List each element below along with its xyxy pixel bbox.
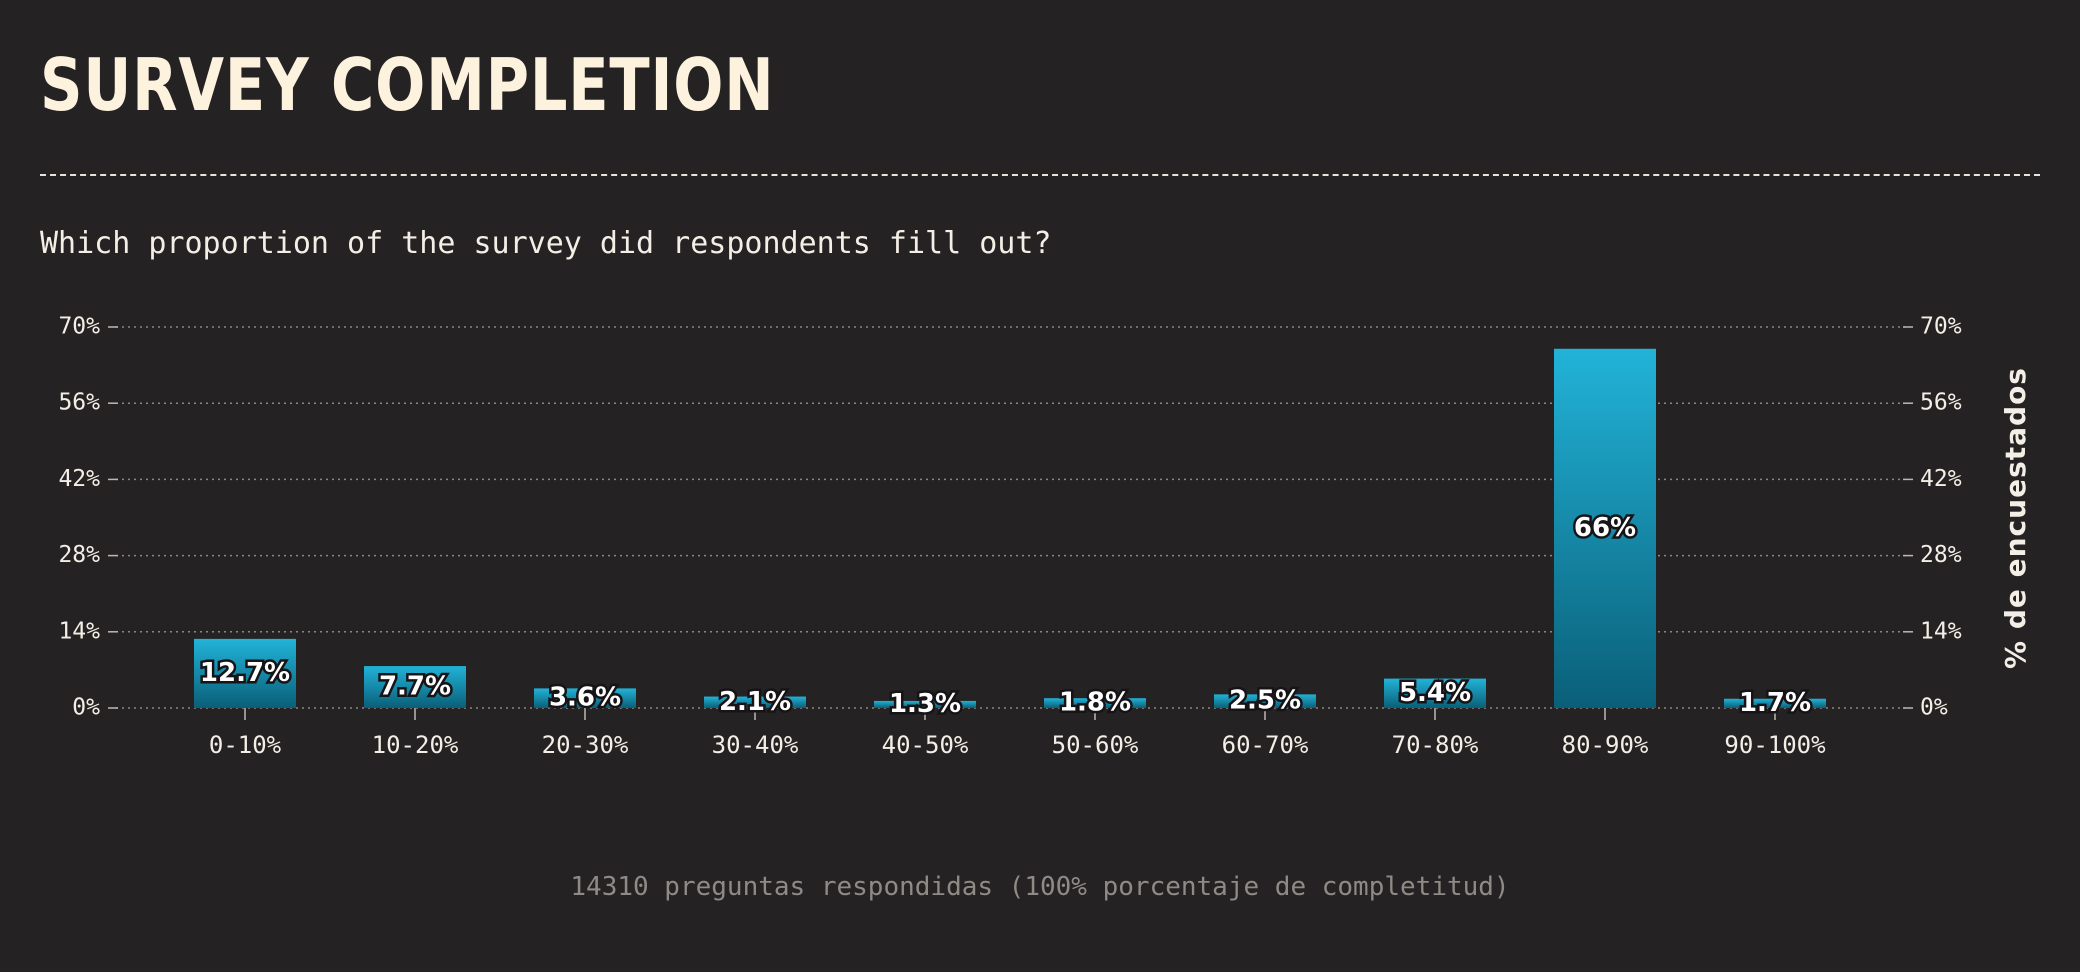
y-tick-label-left: 28%: [58, 542, 100, 568]
y-tick-label-right: 14%: [1920, 618, 1962, 644]
y-tick-label-right: 42%: [1920, 466, 1962, 492]
x-tick-label: 30-40%: [712, 731, 799, 759]
data-labels: 12.7% 7.7% 3.6% 2.1% 1.3% 1.8% 2.5% 5.4% 66% 1.7%: [197, 510, 1813, 721]
bar-data-label: 1.3%: [889, 689, 961, 719]
y-tick-label-left: 14%: [58, 618, 100, 644]
bar: [1724, 698, 1826, 708]
bar: [1214, 694, 1316, 708]
x-tick-label: 40-50%: [882, 731, 969, 759]
title-divider: [40, 174, 2040, 176]
bars: [194, 348, 1826, 708]
x-tick-label: 0-10%: [209, 731, 282, 759]
bar-data-label: 2.5%: [1229, 686, 1301, 716]
bar-data-label: 2.1%: [719, 687, 791, 717]
bar-data-label: 5.4%: [1399, 678, 1471, 708]
bar: [874, 700, 976, 708]
bar: [534, 688, 636, 708]
bar-data-label: 66%: [1574, 513, 1636, 543]
x-tick-label: 50-60%: [1052, 731, 1139, 759]
footer-note: 14310 preguntas respondidas (100% porcen…: [570, 872, 1510, 902]
chart-subtitle: Which proportion of the survey did respo…: [40, 226, 1052, 261]
bar-data-label: 12.7%: [200, 658, 290, 688]
bar: [704, 696, 806, 708]
y-tick-label-right: 0%: [1920, 695, 1948, 721]
x-tick-label: 10-20%: [372, 731, 459, 759]
x-tick-label: 90-100%: [1724, 731, 1826, 759]
y-tick-label-left: 42%: [58, 466, 100, 492]
bar: [194, 638, 296, 708]
bar-data-label: 1.8%: [1059, 688, 1131, 718]
bar: [1554, 348, 1656, 708]
x-tick-label: 80-90%: [1562, 731, 1649, 759]
bar: [1384, 678, 1486, 708]
y-tick-label-right: 56%: [1920, 390, 1962, 416]
axis-ticks: 0% 0% 14% 14% 28% 28% 42% 42% 56% 56% 70% 70% 0-10% 1…: [58, 314, 1961, 760]
y-axis-title: % de encuestados: [1999, 367, 2032, 669]
bar-data-label: 7.7%: [379, 672, 451, 702]
x-tick-label: 60-70%: [1222, 731, 1309, 759]
y-tick-label-left: 0%: [72, 695, 100, 721]
y-tick-label-right: 28%: [1920, 542, 1962, 568]
bar-data-label: 3.6%: [549, 683, 621, 713]
gridlines: [116, 326, 1905, 709]
bar: [364, 666, 466, 708]
y-tick-label-left: 56%: [58, 390, 100, 416]
y-tick-label-left: 70%: [58, 314, 100, 340]
bar: [1044, 698, 1146, 708]
y-tick-label-right: 70%: [1920, 314, 1962, 340]
x-tick-label: 20-30%: [542, 731, 629, 759]
bar-data-label: 1.7%: [1739, 688, 1811, 718]
chart-title: SURVEY COMPLETION: [40, 43, 775, 127]
x-tick-label: 70-80%: [1392, 731, 1479, 759]
